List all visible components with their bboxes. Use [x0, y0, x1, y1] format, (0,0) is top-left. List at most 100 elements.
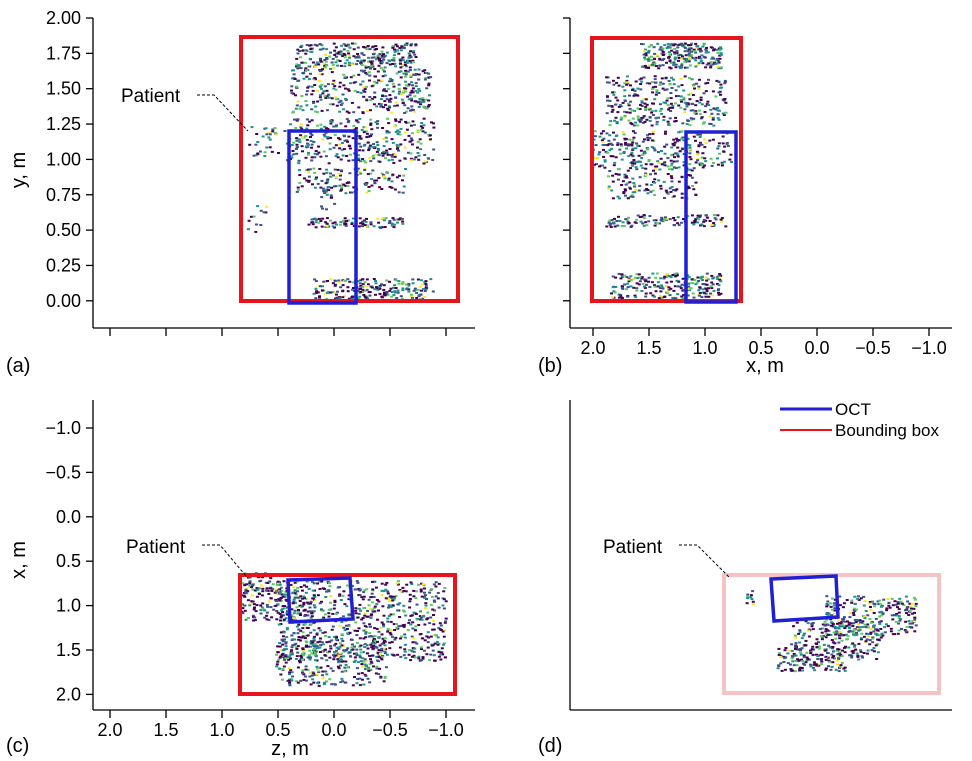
point-marker [360, 278, 364, 281]
point-marker [651, 130, 655, 133]
point-marker [364, 675, 368, 677]
point-marker [338, 642, 342, 645]
point-marker [660, 77, 664, 80]
point-marker [375, 179, 379, 182]
point-marker [409, 152, 413, 155]
point-marker [328, 103, 332, 106]
point-marker [834, 637, 838, 640]
point-marker [420, 648, 423, 651]
point-marker [276, 603, 280, 606]
point-marker [638, 176, 642, 179]
point-marker [363, 281, 367, 284]
point-marker [395, 176, 399, 179]
point-marker [415, 590, 418, 593]
point-marker [850, 599, 854, 602]
point-marker [728, 158, 732, 161]
point-marker [335, 153, 339, 156]
point-marker [825, 595, 829, 598]
point-marker [620, 225, 624, 227]
point-marker [347, 614, 351, 617]
point-marker [698, 47, 702, 50]
point-marker [376, 640, 379, 643]
point-marker [369, 172, 373, 175]
point-marker [432, 614, 435, 616]
point-marker [650, 55, 654, 58]
panel-b-x-tick-label: −1.0 [911, 338, 947, 358]
point-marker [863, 617, 867, 620]
point-marker [640, 105, 644, 107]
point-marker [681, 147, 684, 150]
point-marker [600, 139, 604, 142]
point-marker [295, 118, 299, 121]
point-marker [311, 641, 315, 644]
point-marker [319, 127, 323, 130]
point-marker [401, 191, 405, 194]
point-marker [398, 589, 402, 591]
point-marker [357, 56, 361, 59]
point-marker [297, 79, 301, 82]
point-marker [396, 609, 400, 612]
point-marker [363, 90, 367, 93]
point-marker [410, 108, 414, 111]
point-marker [298, 612, 302, 615]
point-marker [643, 64, 647, 67]
point-marker [669, 67, 673, 70]
point-marker [677, 131, 681, 134]
point-marker [689, 117, 693, 120]
point-marker [268, 587, 272, 590]
point-marker [791, 655, 795, 658]
point-marker [409, 56, 413, 59]
point-marker [655, 120, 659, 123]
point-marker [295, 57, 299, 60]
panel-c-x-tick-label: 2.0 [97, 720, 122, 740]
point-marker [297, 64, 301, 67]
point-marker [314, 150, 318, 152]
point-marker [622, 225, 626, 228]
point-marker [346, 278, 350, 281]
point-marker [382, 647, 386, 650]
point-marker [424, 280, 428, 283]
point-marker [708, 115, 712, 118]
point-marker [279, 597, 283, 599]
point-marker [878, 621, 881, 623]
point-marker [895, 613, 899, 615]
point-marker [695, 281, 699, 284]
point-marker [411, 120, 415, 123]
point-marker [348, 147, 352, 150]
point-marker [724, 225, 728, 228]
point-marker [651, 272, 655, 275]
point-marker [416, 278, 420, 281]
point-marker [363, 295, 367, 298]
point-marker [419, 103, 423, 106]
point-marker [416, 140, 420, 143]
point-marker [663, 145, 667, 148]
point-marker [296, 651, 300, 654]
point-marker [622, 192, 626, 195]
point-marker [843, 627, 847, 629]
point-marker [847, 646, 851, 649]
point-marker [325, 48, 329, 51]
point-marker [442, 643, 445, 646]
point-marker [363, 46, 367, 49]
point-marker [392, 595, 396, 598]
point-marker [405, 288, 409, 291]
point-marker [658, 103, 662, 106]
point-marker [594, 144, 598, 147]
panel-c-x-tick-label: −1.0 [428, 720, 464, 740]
point-marker [306, 145, 310, 148]
point-marker [362, 637, 366, 640]
point-marker [361, 288, 365, 291]
point-marker [660, 284, 663, 287]
point-marker [322, 90, 326, 93]
point-marker [677, 104, 681, 107]
point-marker [325, 680, 329, 683]
point-marker [333, 604, 337, 607]
point-marker [288, 673, 291, 676]
point-marker [717, 284, 721, 287]
point-marker [640, 157, 644, 159]
point-marker [301, 71, 305, 74]
point-marker [611, 296, 615, 299]
point-marker [423, 69, 427, 72]
point-marker [343, 670, 347, 673]
point-marker [681, 277, 685, 280]
